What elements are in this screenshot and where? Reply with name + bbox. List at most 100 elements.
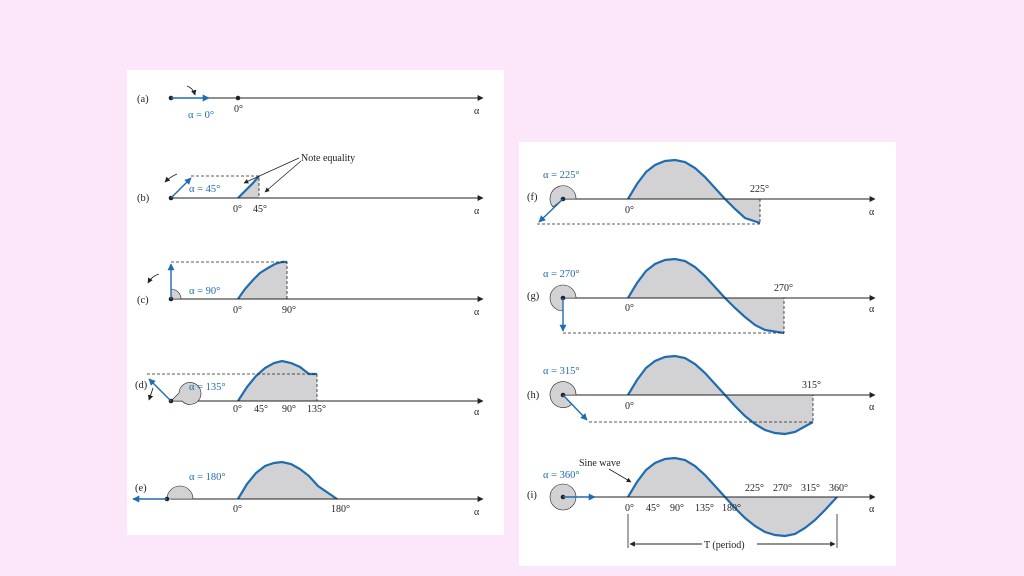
subfigure-a: (a) α = 0° 0° α xyxy=(137,85,484,121)
left-figure-panel: (a) α = 0° 0° α (b) Note equality α = 45… xyxy=(127,70,504,535)
subfigure-d-sine-segment xyxy=(237,359,317,402)
subfigure-d: (d) α = 135° 0° 45° 90° 135° α xyxy=(135,359,484,418)
note-equality-pointer-2 xyxy=(264,160,302,193)
subfigure-h-shaded-positive xyxy=(628,356,725,395)
subfigure-c-label: (c) xyxy=(137,295,149,306)
subfigure-c-tick-0: 0° xyxy=(233,305,242,316)
subfigure-h-tick-0: 0° xyxy=(625,401,634,412)
subfigure-d-label: (d) xyxy=(135,380,148,391)
subfigure-d-angle-sector xyxy=(170,382,202,405)
subfigure-a-rotation-arrow xyxy=(186,85,197,96)
note-equality-label: Note equality xyxy=(301,153,355,164)
subfigure-c-angle-label: α = 90° xyxy=(189,286,220,297)
subfigure-h-label: (h) xyxy=(527,390,540,401)
subfigure-c: (c) α = 90° 0° 90° α xyxy=(137,260,484,318)
subfigure-f-sine-curve xyxy=(627,158,761,225)
subfigure-g-tick-270: 270° xyxy=(774,283,793,294)
subfigure-e-shaded-area xyxy=(238,462,337,499)
subfigure-f-axis-label: α xyxy=(869,207,875,218)
subfigure-f-angle-label: α = 225° xyxy=(543,170,580,181)
subfigure-i-label: (i) xyxy=(527,490,537,501)
subfigure-d-tick-45: 45° xyxy=(254,404,268,415)
subfigure-f-label: (f) xyxy=(527,192,538,203)
subfigure-i-tick-225: 225° xyxy=(745,483,764,494)
subfigure-d-axis-label: α xyxy=(474,407,480,418)
subfigure-f-tick-0: 0° xyxy=(625,205,634,216)
subfigure-h-angle-label: α = 315° xyxy=(543,366,580,377)
subfigure-i-tick-180: 180° xyxy=(722,503,741,514)
subfigure-c-axis-label: α xyxy=(474,307,480,318)
subfigure-g-label: (g) xyxy=(527,291,540,302)
subfigure-i-shaded-positive xyxy=(628,458,725,497)
subfigure-i-tick-0: 0° xyxy=(625,503,634,514)
subfigure-f-shaded-negative xyxy=(725,199,760,223)
subfigure-f-tick-225: 225° xyxy=(750,184,769,195)
subfigure-a-zero-dot xyxy=(235,95,241,101)
subfigure-h-sine-curve xyxy=(627,354,814,436)
subfigure-d-angle-label: α = 135° xyxy=(189,382,226,393)
subfigure-d-shaded-area xyxy=(238,361,317,401)
subfigure-e-tick-180: 180° xyxy=(331,504,350,515)
subfigure-g: (g) α = 270° 270° 0° α xyxy=(527,257,876,335)
subfigure-i-tick-45: 45° xyxy=(646,503,660,514)
subfigure-h-projection xyxy=(589,395,814,423)
subfigure-i-axis-label: α xyxy=(869,504,875,515)
subfigure-b: (b) Note equality α = 45° 0° 45° α xyxy=(137,153,484,217)
subfigure-c-shaded-area xyxy=(238,262,287,299)
subfigure-i-angle-label: α = 360° xyxy=(543,470,580,481)
subfigure-b-shaded-area xyxy=(238,176,259,198)
subfigure-e-tick-0: 0° xyxy=(233,504,242,515)
subfigure-g-shaded-positive xyxy=(628,259,725,298)
subfigure-g-sine-curve xyxy=(627,257,785,335)
subfigure-i: (i) α = 360° Sine wave 225° 270° 315° 36… xyxy=(527,456,876,551)
subfigure-i-tick-90: 90° xyxy=(670,503,684,514)
subfigure-a-angle-label: α = 0° xyxy=(188,110,214,121)
subfigure-d-phasor xyxy=(148,378,172,402)
subfigure-h-axis-label: α xyxy=(869,402,875,413)
subfigure-g-axis-label: α xyxy=(869,304,875,315)
subfigure-h-shaded-negative xyxy=(725,395,813,434)
subfigure-b-tick-45: 45° xyxy=(253,204,267,215)
subfigure-b-tick-0: 0° xyxy=(233,204,242,215)
subfigure-h-tick-315: 315° xyxy=(802,380,821,391)
period-label: T (period) xyxy=(704,540,745,551)
subfigure-i-tick-315: 315° xyxy=(801,483,820,494)
subfigure-i-shaded-negative xyxy=(725,497,837,536)
subfigure-c-sine-segment xyxy=(237,260,287,300)
subfigure-i-tick-135: 135° xyxy=(695,503,714,514)
subfigure-i-tick-360: 360° xyxy=(829,483,848,494)
left-figure-svg: (a) α = 0° 0° α (b) Note equality α = 45… xyxy=(132,85,484,518)
subfigure-f-phasor xyxy=(538,198,564,223)
sine-wave-pointer xyxy=(608,468,632,483)
subfigure-c-rotation-arrow xyxy=(147,273,160,284)
subfigure-i-tick-270: 270° xyxy=(773,483,792,494)
subfigure-d-tick-0: 0° xyxy=(233,404,242,415)
subfigure-e-angle-label: α = 180° xyxy=(189,472,226,483)
subfigure-g-angle-label: α = 270° xyxy=(543,269,580,280)
subfigure-e-angle-sector xyxy=(166,485,194,500)
subfigure-h-phasor xyxy=(562,394,588,421)
subfigure-a-axis-label: α xyxy=(474,106,480,117)
subfigure-b-label: (b) xyxy=(137,193,150,204)
subfigure-c-tick-90: 90° xyxy=(282,305,296,316)
subfigure-g-shaded-negative xyxy=(725,298,784,333)
subfigure-h: (h) α = 315° 315° 0° α xyxy=(527,354,876,436)
subfigure-d-rotation-arrow xyxy=(147,387,154,401)
subfigure-a-tick-0: 0° xyxy=(234,104,243,115)
subfigure-b-axis-label: α xyxy=(474,206,480,217)
subfigure-f-angle-sector xyxy=(549,185,577,208)
subfigure-e: (e) α = 180° 0° 180° α xyxy=(132,460,484,518)
subfigure-d-tick-135: 135° xyxy=(307,404,326,415)
subfigure-b-phasor xyxy=(170,177,192,199)
subfigure-b-rotation-arrow xyxy=(164,173,178,183)
right-figure-svg: (f) α = 225° 225° 0° α (g) α = 270° 270°… xyxy=(527,158,876,551)
subfigure-d-tick-90: 90° xyxy=(282,404,296,415)
subfigure-g-projection xyxy=(563,298,785,334)
subfigure-i-sine-curve xyxy=(627,456,838,538)
subfigure-e-sine-curve xyxy=(237,460,338,500)
right-figure-panel: (f) α = 225° 225° 0° α (g) α = 270° 270°… xyxy=(519,142,896,566)
subfigure-b-sine-segment xyxy=(237,175,260,199)
subfigure-e-label: (e) xyxy=(135,483,147,494)
subfigure-e-axis-label: α xyxy=(474,507,480,518)
subfigure-c-projection xyxy=(171,261,288,299)
